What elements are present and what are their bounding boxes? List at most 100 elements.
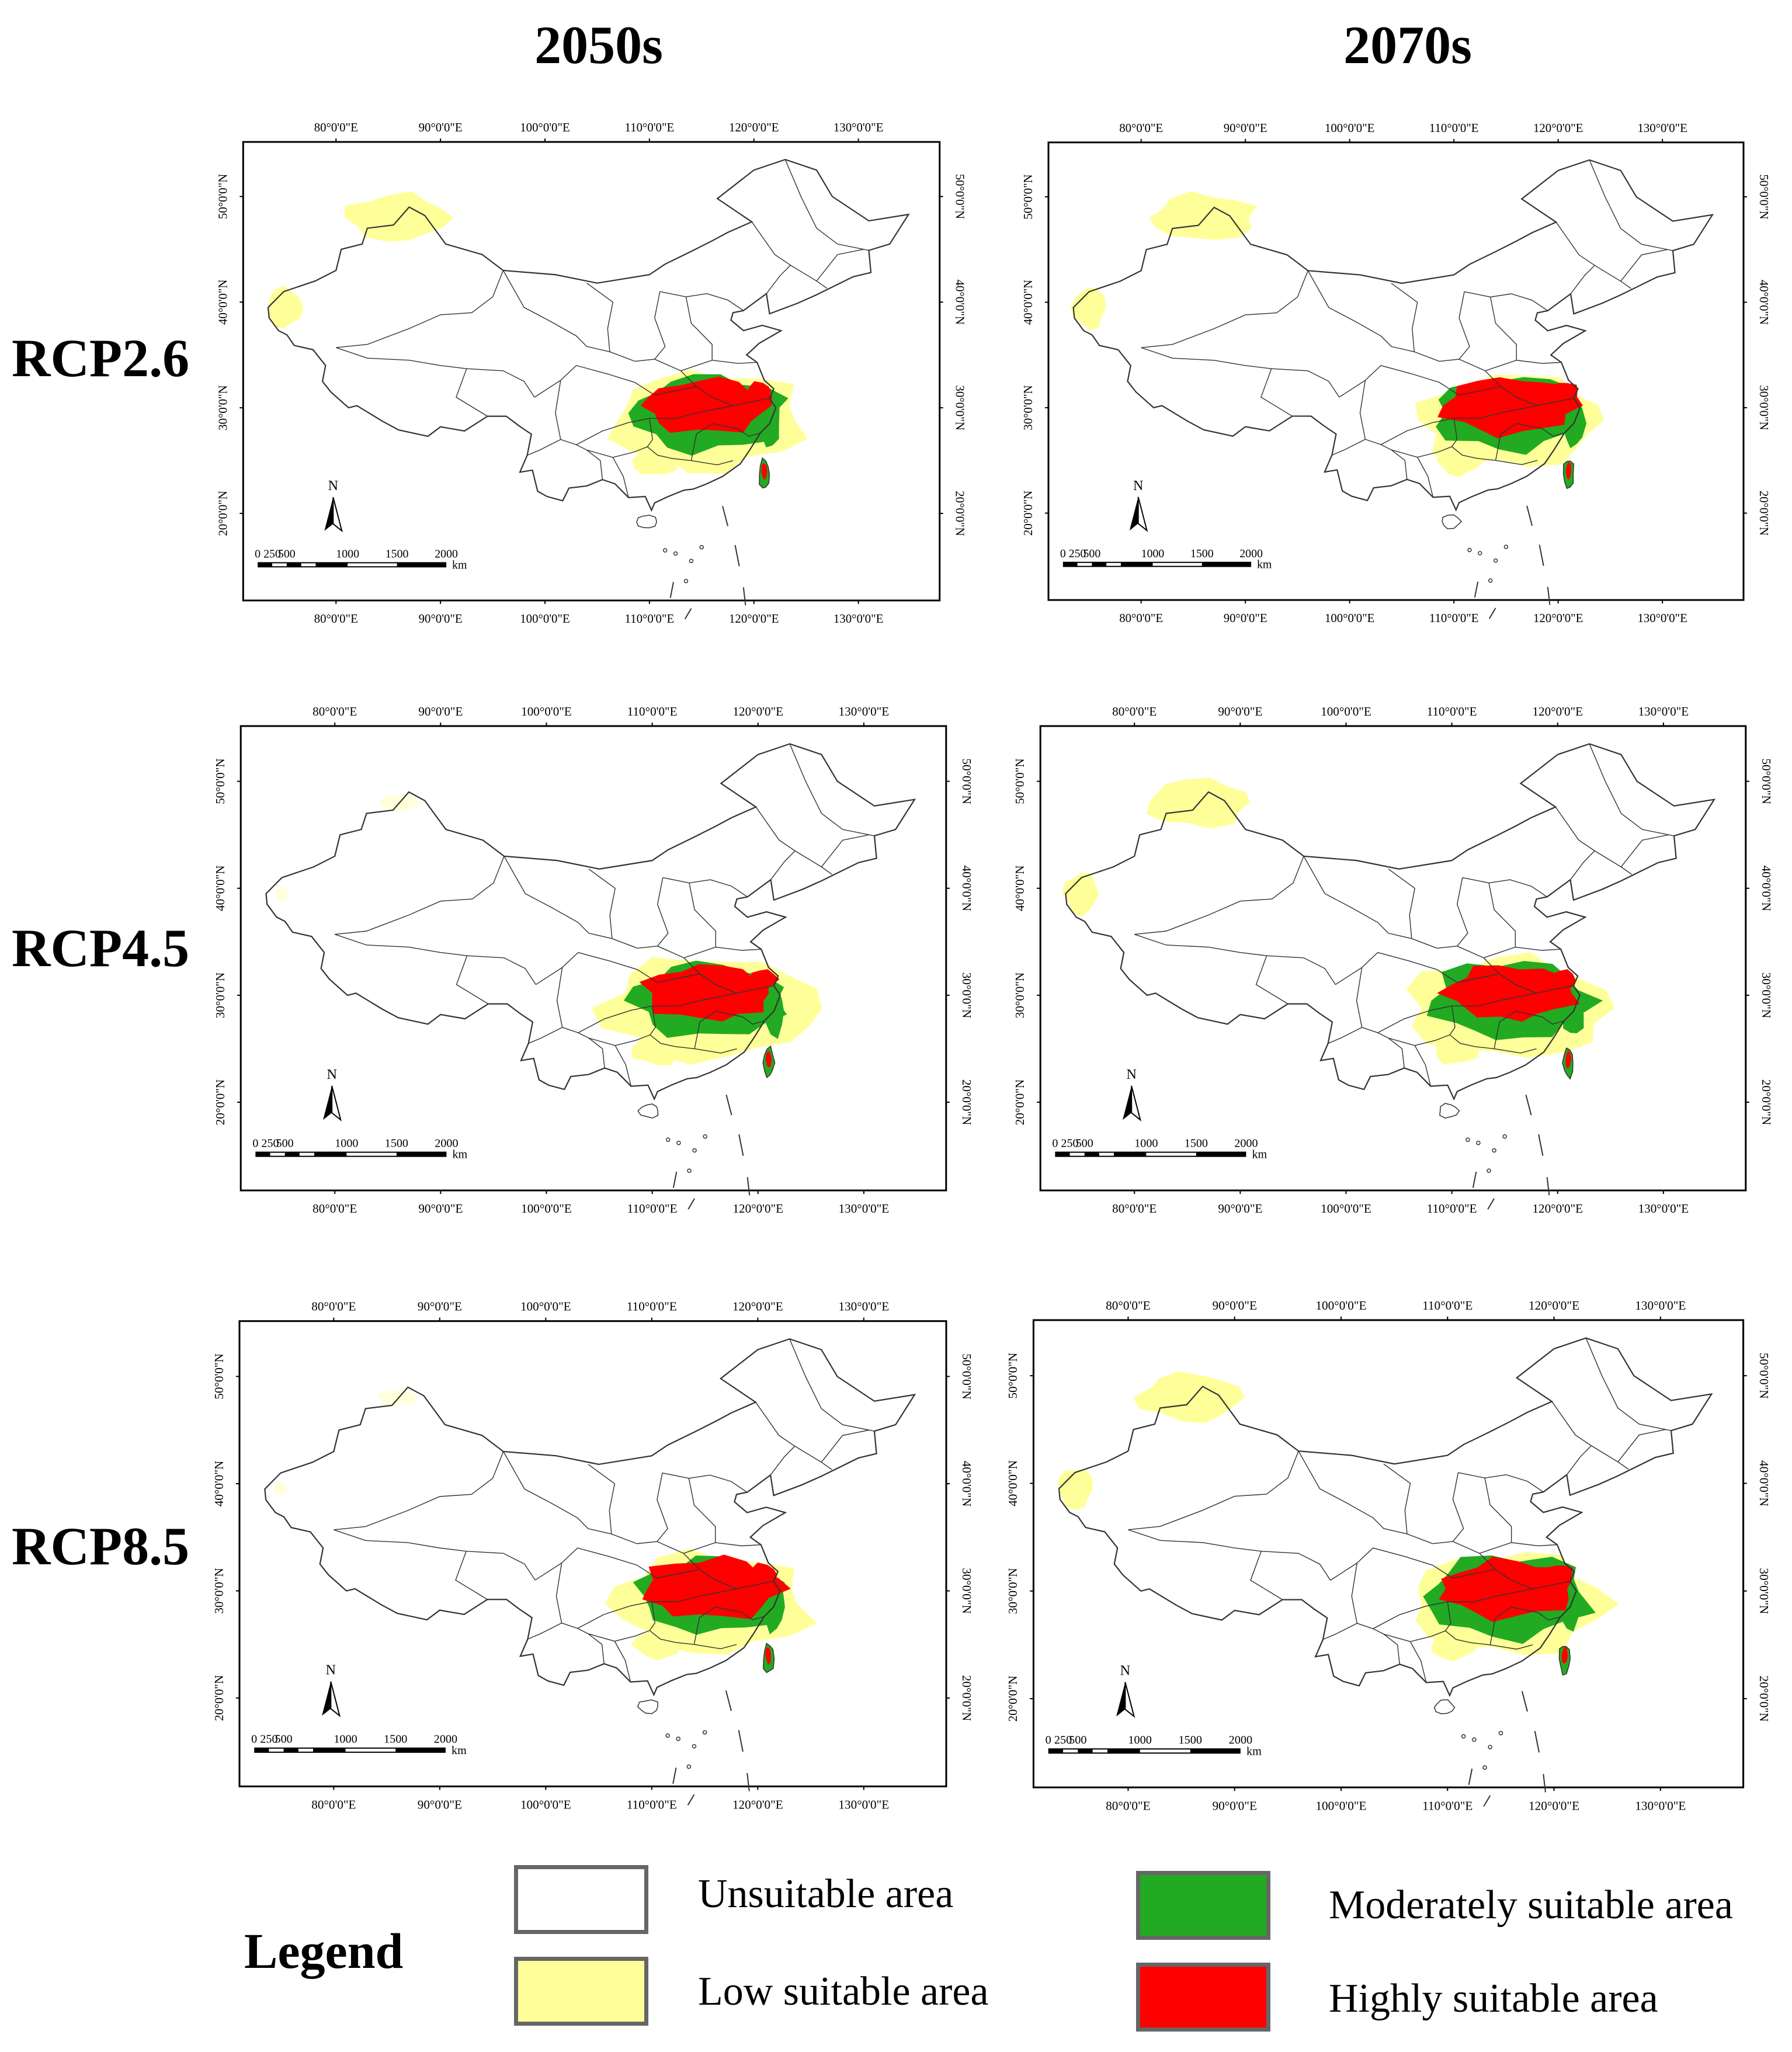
provincial-boundary bbox=[1409, 1641, 1427, 1683]
provincial-boundary bbox=[1445, 1602, 1451, 1631]
longitude-tick-label: 90°0'0"E bbox=[418, 1300, 462, 1314]
provincial-boundary bbox=[651, 1588, 737, 1602]
scale-bar-tick-label: 0 bbox=[252, 1137, 258, 1150]
island-marker bbox=[692, 1148, 697, 1153]
scale-bar-tick-label: 1000 bbox=[335, 1137, 358, 1150]
scale-bar-tick-label: 1500 bbox=[384, 1733, 407, 1746]
provincial-boundary bbox=[1383, 1463, 1411, 1534]
provincial-boundary bbox=[1141, 347, 1340, 398]
island-marker bbox=[676, 1140, 681, 1145]
provincial-boundary bbox=[1569, 850, 1595, 880]
maritime-boundary-dash bbox=[1489, 607, 1496, 619]
provincial-boundary bbox=[1617, 1429, 1672, 1463]
provincial-boundary bbox=[659, 291, 713, 360]
longitude-tick-label: 100°0'0"E bbox=[1321, 704, 1371, 718]
map-svg: 80°0'0"E 80°0'0"E 90°0'0"E 90°0'0"E 100°0'0"… bbox=[216, 120, 967, 626]
map-panel-2050s-rcp26: 80°0'0"E 80°0'0"E 90°0'0"E 90°0'0"E 100°0'0"… bbox=[216, 120, 967, 626]
longitude-tick-label: 130°0'0"E bbox=[1638, 1202, 1689, 1216]
provincial-boundary bbox=[1551, 1401, 1629, 1470]
provincial-boundary bbox=[1462, 877, 1516, 947]
low-suitable-patch bbox=[630, 1627, 679, 1661]
hainan-island bbox=[1439, 1103, 1460, 1119]
latitude-tick-label: 40°0'0"N bbox=[1021, 280, 1035, 325]
scale-bar-tick-label: 2000 bbox=[435, 547, 458, 560]
longitude-tick-label: 110°0'0"E bbox=[1422, 1798, 1473, 1813]
maritime-boundary-dash bbox=[734, 545, 740, 567]
national-boundary bbox=[1072, 159, 1714, 512]
provincial-boundary bbox=[1489, 1606, 1561, 1645]
provincial-boundary bbox=[1388, 1034, 1537, 1054]
maritime-boundary-dash bbox=[669, 582, 674, 598]
island-marker bbox=[683, 578, 689, 584]
provincial-boundary bbox=[1332, 439, 1366, 456]
provincial-boundary bbox=[334, 933, 536, 985]
low-suitable-patch bbox=[1058, 1468, 1093, 1510]
island-marker bbox=[687, 1168, 692, 1173]
provincial-boundary bbox=[1388, 869, 1416, 939]
provincial-boundary bbox=[686, 293, 744, 311]
legend-label-high: Highly suitable area bbox=[1329, 1976, 1658, 2021]
provincial-boundary bbox=[652, 992, 737, 1006]
longitude-tick-label: 110°0'0"E bbox=[1427, 704, 1477, 718]
provincial-boundary bbox=[503, 1451, 637, 1544]
low-suitable-patch bbox=[344, 191, 454, 242]
scale-bar-tick-label: 1500 bbox=[1185, 1137, 1208, 1150]
provincial-boundary bbox=[1495, 423, 1565, 461]
provincial-boundary bbox=[1451, 418, 1458, 447]
maritime-boundary-dash bbox=[742, 587, 746, 606]
scale-bar-tick-label: 250 bbox=[1054, 1734, 1072, 1747]
maritime-boundary-dash bbox=[672, 1768, 677, 1784]
island-marker bbox=[666, 1137, 671, 1142]
provincial-boundary bbox=[1134, 933, 1336, 985]
provincial-boundary bbox=[1303, 856, 1437, 949]
longitude-tick-label: 100°0'0"E bbox=[520, 120, 570, 134]
legend-title: Legend bbox=[244, 1923, 404, 1979]
longitude-tick-label: 130°0'0"E bbox=[834, 612, 884, 626]
maritime-boundary-dash bbox=[1547, 586, 1551, 605]
high-suitable-patch bbox=[746, 381, 772, 402]
provincial-boundary bbox=[654, 386, 697, 396]
scale-bar-unit: km bbox=[452, 558, 467, 571]
longitude-tick-label: 90°0'0"E bbox=[1224, 121, 1267, 135]
latitude-tick-label: 50°0'0"N bbox=[216, 174, 230, 219]
maritime-boundary-dash bbox=[1487, 1198, 1495, 1210]
provincial-boundary bbox=[689, 1474, 748, 1493]
scale-bar-tick-label: 250 bbox=[260, 1733, 277, 1746]
row-heading-rcp26: RCP2.6 bbox=[12, 328, 190, 388]
scale-bar-tick-label: 500 bbox=[1076, 1137, 1093, 1150]
provincial-boundary bbox=[1620, 249, 1673, 282]
island-marker bbox=[1482, 1765, 1487, 1770]
legend-swatch-moderate bbox=[1136, 1871, 1270, 1940]
legend-label-low: Low suitable area bbox=[698, 1969, 989, 2014]
provincial-boundary bbox=[1373, 1628, 1400, 1665]
longitude-tick-label: 130°0'0"E bbox=[838, 1798, 889, 1812]
row-heading-rcp85: RCP8.5 bbox=[12, 1516, 190, 1576]
scale-bar-tick-label: 500 bbox=[278, 547, 296, 560]
provincial-boundary bbox=[1383, 1630, 1533, 1650]
scale-bar-tick-label: 2000 bbox=[1234, 1137, 1258, 1150]
provincial-boundary bbox=[1414, 1045, 1432, 1086]
low-suitable-patch bbox=[1432, 1629, 1481, 1662]
scale-bar-tick-label: 500 bbox=[275, 1733, 293, 1746]
latitude-tick-label: 30°0'0"N bbox=[960, 1568, 974, 1614]
longitude-tick-label: 130°0'0"E bbox=[1638, 704, 1689, 718]
latitude-tick-label: 20°0'0"N bbox=[1021, 491, 1035, 536]
suitability-layer bbox=[269, 191, 808, 475]
north-label: N bbox=[1120, 1663, 1131, 1679]
provincial-boundary bbox=[1451, 992, 1537, 1006]
provincial-boundary bbox=[1449, 1006, 1456, 1036]
longitude-tick-label: 130°0'0"E bbox=[838, 1300, 889, 1314]
provincial-boundary bbox=[588, 1630, 737, 1650]
national-boundary bbox=[1058, 1337, 1713, 1697]
high-suitable-patch bbox=[639, 964, 769, 1022]
high-suitable-patch bbox=[1547, 969, 1576, 991]
scale-bar-unit: km bbox=[1257, 558, 1272, 571]
maritime-boundary-dash bbox=[1483, 1795, 1491, 1807]
longitude-tick-label: 120°0'0"E bbox=[732, 1202, 783, 1216]
latitude-tick-label: 30°0'0"N bbox=[1013, 973, 1027, 1018]
provincial-boundary bbox=[1330, 1547, 1453, 1581]
longitude-tick-label: 100°0'0"E bbox=[1325, 121, 1374, 135]
hainan-island bbox=[1442, 514, 1463, 529]
scale-bar-tick-label: 0 bbox=[255, 547, 261, 560]
